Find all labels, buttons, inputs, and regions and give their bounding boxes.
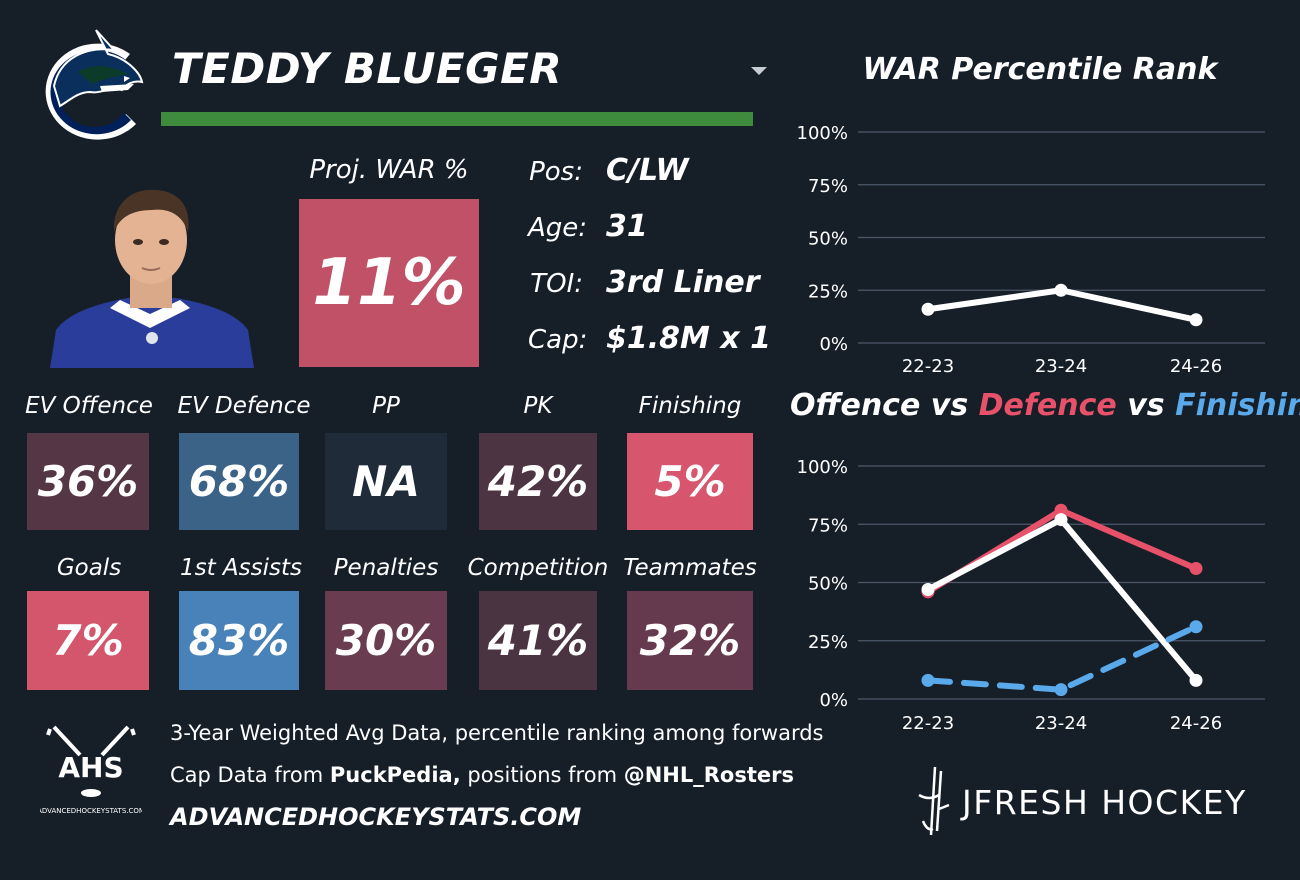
metric-box-goals: 7%: [27, 591, 149, 690]
metric-label-pk: PK: [523, 393, 553, 419]
info-value-age: 31: [606, 209, 648, 244]
metric-value-penalties: 30%: [335, 616, 437, 665]
jfresh-brand: JFRESH HOCKEY: [962, 783, 1247, 822]
chart2-title-vs-2: vs: [1116, 388, 1176, 423]
chart2-series-point-1: [1054, 513, 1068, 527]
metric-box-pp: NA: [325, 433, 447, 530]
ahs-logo: AHS ADVANCEDHOCKEYSTATS.COM: [40, 725, 142, 815]
chart2-ytick-label: 0%: [819, 690, 848, 711]
chart1-ytick-label: 25%: [808, 281, 848, 302]
info-label-toi: TOI:: [530, 269, 583, 299]
chart1-xtick-label: 23-24: [1035, 356, 1087, 377]
metric-label-teammates: Teammates: [623, 555, 757, 581]
footer-line-1: 3-Year Weighted Avg Data, percentile ran…: [170, 721, 824, 745]
metric-label-penalties: Penalties: [333, 555, 439, 581]
chart1-series-point-0: [1189, 313, 1203, 327]
chart2-series-point-1: [921, 582, 935, 596]
chart2-series-point-1: [1189, 673, 1203, 687]
metric-label-finishing: Finishing: [638, 393, 742, 419]
ahs-logo-subtext: ADVANCEDHOCKEYSTATS.COM: [40, 807, 142, 815]
chart1-xtick-label: 22-23: [902, 356, 954, 377]
info-value-cap: $1.8M x 1: [606, 321, 771, 356]
chart2-xtick-label: 23-24: [1035, 713, 1087, 734]
metric-box-penalties: 30%: [325, 591, 447, 690]
info-value-toi: 3rd Liner: [606, 265, 760, 300]
metric-box-ev-defence: 68%: [179, 433, 299, 530]
info-label-pos: Pos:: [529, 157, 583, 187]
player-photo: [50, 189, 254, 368]
metric-box-teammates: 32%: [627, 591, 753, 690]
proj-war-label: Proj. WAR %: [309, 155, 469, 185]
chart2-series-point-0: [1054, 503, 1068, 517]
metric-box-ev-offence: 36%: [27, 433, 149, 530]
footer-line-2-prefix: Cap Data from: [170, 763, 330, 787]
metric-value-goals: 7%: [52, 616, 124, 665]
jfresh-logo: [918, 766, 950, 836]
metric-value-1st-assists: 83%: [188, 616, 290, 665]
nhl-rosters-link: @NHL_Rosters: [623, 763, 794, 787]
chart2-ytick-label: 25%: [808, 632, 848, 653]
proj-war-value: 11%: [312, 246, 466, 320]
chart1-ytick-label: 50%: [808, 229, 848, 250]
chart1-ytick-label: 0%: [819, 334, 848, 355]
chart1-series-point-0: [921, 302, 935, 316]
info-label-age: Age:: [528, 213, 588, 243]
player-name: TEDDY BLUEGER: [172, 44, 563, 93]
ahs-logo-text: AHS: [58, 751, 123, 784]
team-logo: [45, 29, 144, 140]
metric-value-finishing: 5%: [654, 457, 726, 506]
metric-box-1st-assists: 83%: [179, 591, 299, 690]
chart2-xtick-label: 22-23: [902, 713, 954, 734]
footer-line-2-mid: positions from: [460, 763, 624, 787]
metric-label-1st-assists: 1st Assists: [179, 555, 303, 581]
metric-value-competition: 41%: [487, 616, 589, 665]
chart2-xtick-label: 24-26: [1170, 713, 1222, 734]
metric-label-ev-offence: EV Offence: [25, 393, 153, 419]
chart1-series-point-0: [1054, 283, 1068, 297]
chart1-ytick-label: 75%: [808, 176, 848, 197]
metric-box-pk: 42%: [479, 433, 597, 530]
metric-value-teammates: 32%: [639, 616, 741, 665]
team-color-bar: [161, 112, 753, 126]
chart2-series-point-2: [1054, 683, 1068, 697]
chart2-title-finishing: Finishing: [1175, 388, 1300, 423]
chart2-ytick-label: 100%: [797, 457, 848, 478]
info-label-cap: Cap:: [528, 325, 588, 355]
chart2-title-defence: Defence: [978, 388, 1117, 423]
chart2-ytick-label: 50%: [808, 574, 848, 595]
info-value-pos: C/LW: [606, 153, 689, 188]
metric-value-pp: NA: [352, 457, 420, 506]
chart2-series-line-2: [925, 623, 1199, 693]
puckpedia-link: PuckPedia,: [329, 763, 461, 787]
footer-line-2: Cap Data from PuckPedia, positions from …: [170, 763, 794, 787]
chart1-title: WAR Percentile Rank: [862, 52, 1218, 87]
metric-label-competition: Competition: [467, 555, 609, 581]
chart2-ytick-label: 75%: [808, 515, 848, 536]
metric-label-goals: Goals: [56, 555, 122, 581]
metric-label-pp: PP: [372, 393, 400, 419]
chart1-ytick-label: 100%: [797, 123, 848, 144]
chart2-title: Offence vs Defence vs Finishing: [790, 388, 1300, 423]
metric-value-ev-offence: 36%: [37, 457, 139, 506]
metric-value-pk: 42%: [487, 457, 589, 506]
metric-box-finishing: 5%: [627, 433, 753, 530]
footer-site: ADVANCEDHOCKEYSTATS.COM: [170, 803, 582, 831]
chart2-series-point-0: [1189, 562, 1203, 576]
chevron-down-icon[interactable]: [750, 66, 768, 76]
chart2-title-vs-1: vs: [920, 388, 979, 423]
metric-box-competition: 41%: [479, 591, 597, 690]
chart2-title-offence: Offence: [790, 388, 921, 423]
chart1-xtick-label: 24-26: [1170, 356, 1222, 377]
metric-value-ev-defence: 68%: [188, 457, 290, 506]
chart2-series-point-2: [921, 673, 935, 687]
chart2-series-point-2: [1189, 620, 1203, 634]
war-percentile-chart: 0% 25% 50% 75% 100% 22-23 23-24 24-26: [797, 123, 1265, 377]
proj-war-box: 11%: [299, 199, 479, 367]
offence-defence-finishing-chart: 0% 25% 50% 75% 100% 22-23 23-24 24-26: [797, 457, 1265, 734]
metric-label-ev-defence: EV Defence: [177, 393, 311, 419]
chart2-series-line-1: [925, 516, 1199, 684]
